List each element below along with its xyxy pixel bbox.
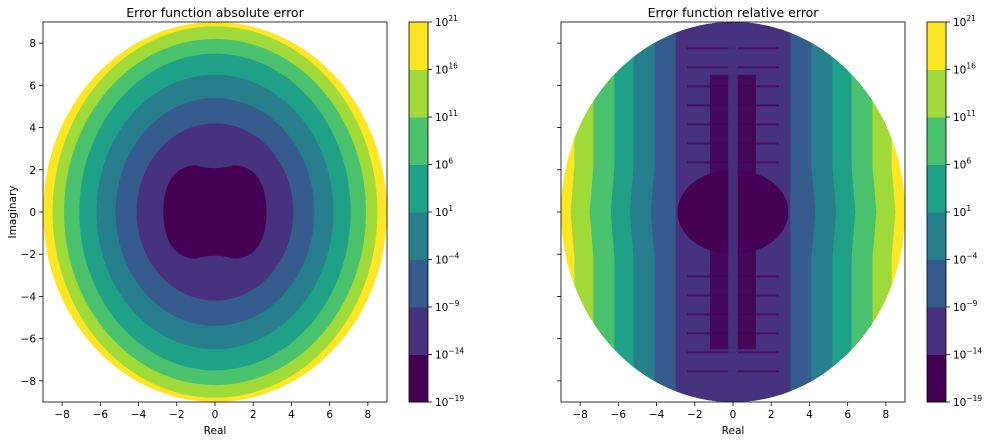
left-xlabel: Real — [204, 425, 227, 437]
colorbar-band — [409, 69, 428, 118]
colorbar-tick-label: 101 — [953, 204, 971, 219]
y-tick-label: −2 — [21, 249, 36, 261]
colorbar-tick-label: 1021 — [435, 14, 458, 29]
x-tick-label: −6 — [93, 409, 109, 421]
x-tick-label: −2 — [169, 409, 184, 421]
colorbar-tick-label: 10−14 — [435, 347, 464, 362]
colorbar-band — [409, 259, 428, 308]
x-tick-label: −6 — [611, 409, 627, 421]
x-tick-label: 0 — [730, 409, 737, 421]
x-tick-label: 2 — [250, 409, 257, 421]
x-tick-label: 6 — [326, 409, 333, 421]
colorbar-tick-label: 106 — [953, 157, 971, 172]
right-colorbar: 10−19 10−14 10−9 10−4 101 106 1011 1016 1021 — [926, 14, 982, 409]
right-xlabel: Real — [722, 425, 745, 437]
x-tick-label: −4 — [131, 409, 147, 421]
x-tick-label: −4 — [649, 409, 665, 421]
colorbar-tick-label: 1016 — [953, 62, 976, 77]
colorbar-band — [927, 22, 946, 70]
left-x-axis: −8 −6 −4 −2 0 2 4 6 8 — [54, 402, 371, 421]
y-tick-label: 8 — [29, 38, 36, 50]
right-panel: Error function relative error −8 −6 −4 −2 0 2… — [557, 5, 906, 437]
y-tick-label: 0 — [29, 207, 36, 219]
left-ylabel: Imaginary — [7, 186, 19, 239]
left-plot-area — [43, 22, 387, 402]
x-tick-label: 6 — [844, 409, 851, 421]
colorbar-band — [927, 259, 946, 308]
colorbar-tick-label: 10−4 — [435, 252, 460, 267]
colorbar-tick-label: 1011 — [953, 109, 976, 124]
colorbar-tick-label: 10−19 — [953, 394, 982, 409]
colorbar-tick-label: 1016 — [435, 62, 458, 77]
left-colorbar-ticks: 10−19 10−14 10−9 10−4 101 106 1011 1016 1021 — [428, 14, 464, 409]
y-tick-label: −4 — [21, 291, 37, 303]
colorbar-band — [927, 307, 946, 355]
left-panel: Error function absolute error −8 −6 −4 −2 0 2… — [7, 5, 388, 437]
x-tick-label: 0 — [212, 409, 219, 421]
x-tick-label: 8 — [883, 409, 890, 421]
colorbar-tick-label: 101 — [435, 204, 453, 219]
colorbar-band — [409, 212, 428, 260]
colorbar-tick-label: 1021 — [953, 14, 976, 29]
colorbar-tick-label: 1011 — [435, 109, 458, 124]
center-divider — [728, 22, 738, 402]
colorbar-band — [409, 22, 428, 70]
colorbar-band — [409, 117, 428, 165]
x-tick-label: 8 — [365, 409, 372, 421]
x-tick-label: −8 — [54, 409, 69, 421]
colorbar-band — [927, 354, 946, 403]
colorbar-tick-label: 10−14 — [953, 347, 982, 362]
colorbar-band — [409, 164, 428, 213]
left-y-axis: −8 −6 −4 −2 0 2 4 6 8 — [21, 38, 43, 388]
right-x-axis: −8 −6 −4 −2 0 2 4 6 8 — [572, 402, 889, 421]
x-tick-label: 4 — [288, 409, 295, 421]
right-colorbar-ticks: 10−19 10−14 10−9 10−4 101 106 1011 1016 1021 — [946, 14, 982, 409]
left-colorbar-bands — [409, 22, 428, 403]
colorbar-band — [927, 69, 946, 118]
left-colorbar: 10−19 10−14 10−9 10−4 101 106 1011 1016 1021 — [408, 14, 464, 409]
right-plot-area — [561, 22, 905, 402]
colorbar-tick-label: 10−4 — [953, 252, 978, 267]
x-tick-label: 2 — [768, 409, 775, 421]
colorbar-band — [927, 212, 946, 260]
level-region-0 — [163, 165, 267, 259]
x-tick-label: −2 — [687, 409, 702, 421]
y-tick-label: −6 — [21, 334, 37, 346]
left-title: Error function absolute error — [126, 5, 304, 20]
colorbar-tick-label: 106 — [435, 157, 453, 172]
colorbar-band — [409, 354, 428, 403]
colorbar-tick-label: 10−19 — [435, 394, 464, 409]
y-tick-label: −8 — [21, 376, 36, 388]
y-tick-label: 6 — [29, 80, 36, 92]
right-colorbar-bands — [927, 22, 946, 403]
colorbar-tick-label: 10−9 — [953, 299, 978, 314]
colorbar-tick-label: 10−9 — [435, 299, 460, 314]
right-title: Error function relative error — [648, 5, 820, 20]
x-tick-label: −8 — [572, 409, 587, 421]
colorbar-band — [927, 164, 946, 213]
y-tick-label: 2 — [29, 165, 36, 177]
y-tick-label: 4 — [29, 123, 36, 135]
colorbar-band — [409, 307, 428, 355]
x-tick-label: 4 — [806, 409, 813, 421]
right-y-axis — [557, 42, 561, 382]
colorbar-band — [927, 117, 946, 165]
